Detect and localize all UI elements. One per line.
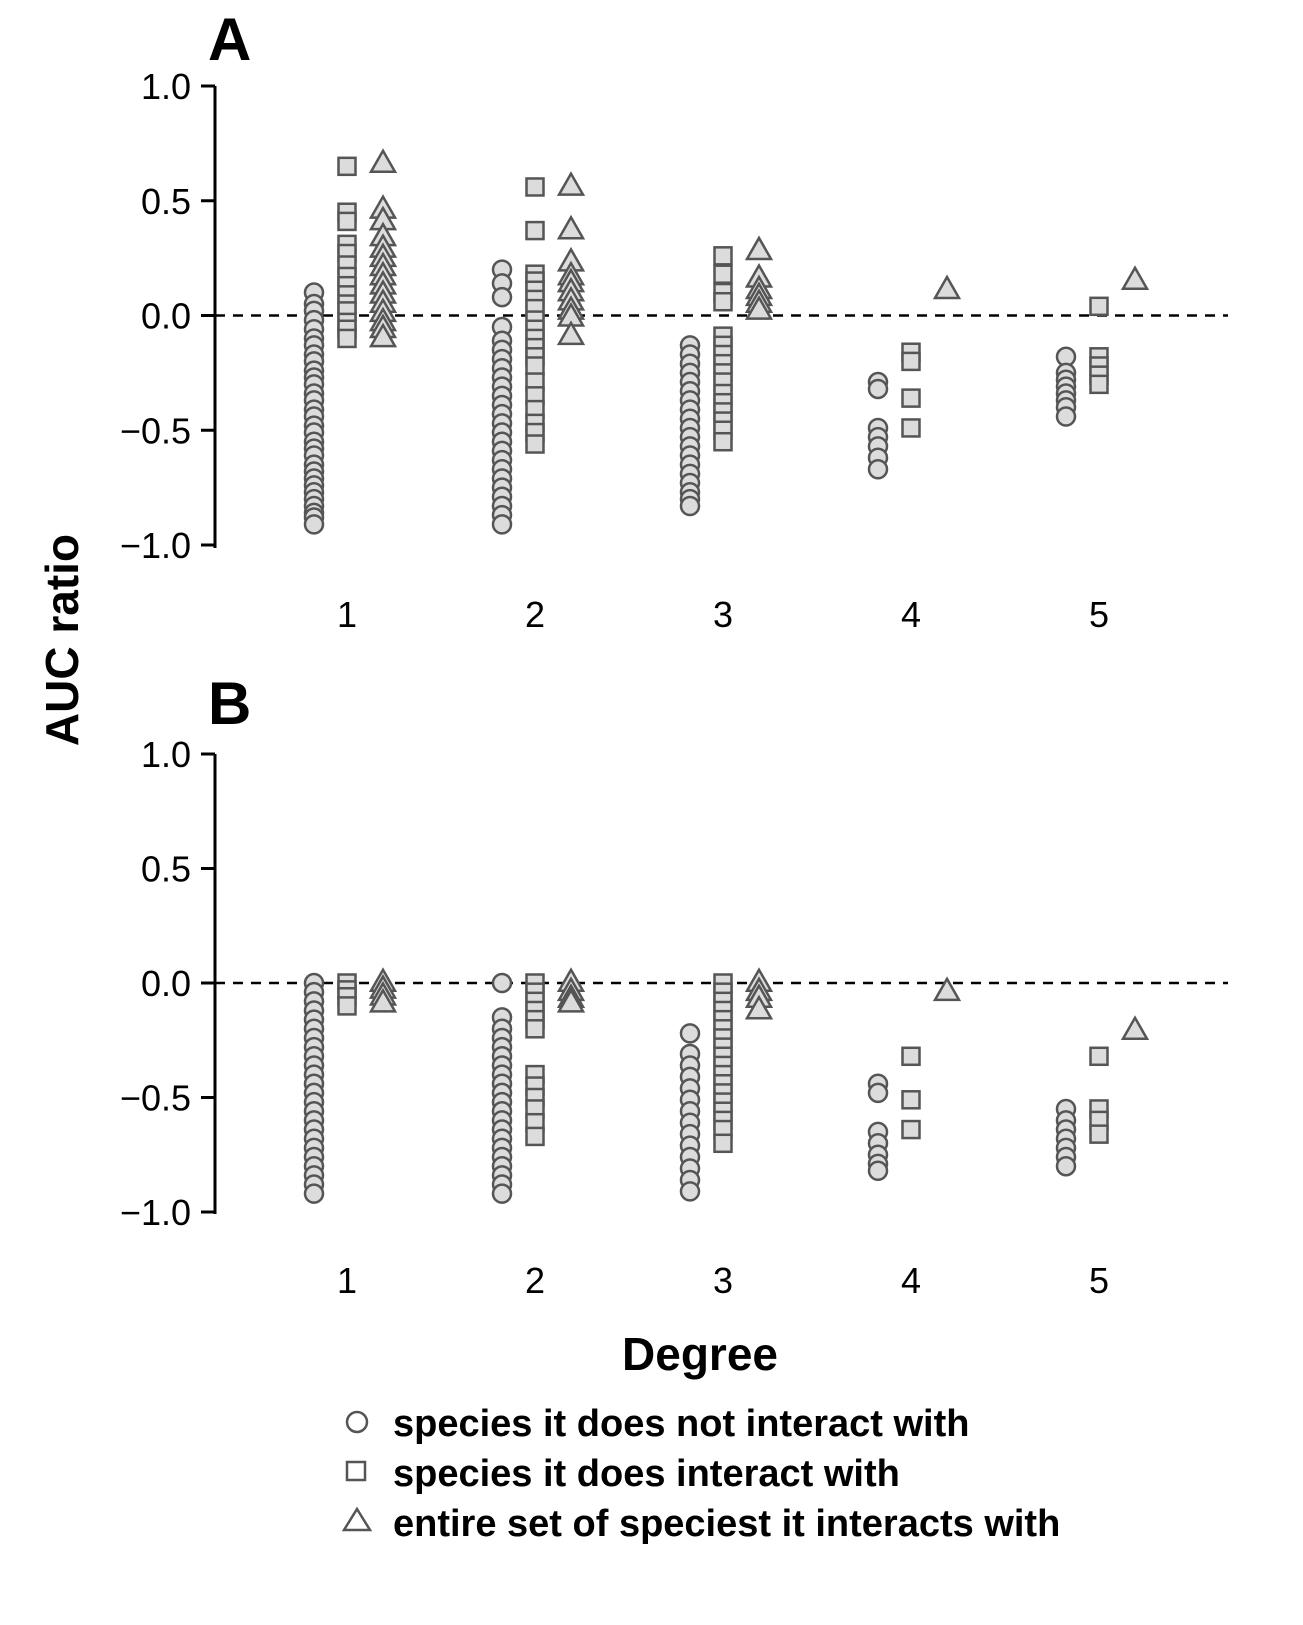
point-square — [337, 211, 357, 232]
point-triangle — [744, 295, 774, 320]
point-square — [901, 1090, 921, 1110]
point-circle — [1055, 1155, 1077, 1177]
point-circle — [867, 1082, 889, 1104]
y-tick-label: −1.0 — [120, 525, 191, 566]
x-axis-title: Degree — [622, 1328, 778, 1380]
point-square — [1089, 1124, 1109, 1144]
panel-b-letter: B — [208, 670, 251, 737]
point-triangle — [744, 994, 774, 1020]
point-triangle — [556, 214, 586, 240]
point-circle — [491, 972, 513, 994]
x-tick-label: 1 — [337, 594, 357, 635]
point-circle — [303, 1183, 325, 1204]
y-tick-label: −0.5 — [120, 410, 191, 451]
y-axis-title: AUC ratio — [36, 534, 88, 746]
x-tick-label: 5 — [1089, 1260, 1109, 1301]
point-square — [901, 1119, 921, 1140]
point-triangle — [1120, 265, 1150, 291]
panel-a-x-ticks: 1 2 3 4 5 — [337, 594, 1109, 635]
panel-a-letter: A — [208, 6, 251, 73]
point-square — [713, 1133, 733, 1154]
point-square — [525, 220, 545, 241]
point-circle — [867, 378, 889, 400]
point-square — [901, 388, 921, 408]
y-tick-label: −1.0 — [120, 1192, 191, 1233]
point-circle — [867, 1160, 889, 1182]
legend-circle-icon — [345, 1410, 369, 1434]
y-tick-label: 0.0 — [141, 963, 191, 1004]
x-tick-label: 4 — [901, 1260, 921, 1301]
y-tick-label: 0.5 — [141, 181, 191, 222]
x-tick-label: 3 — [713, 594, 733, 635]
legend-label-not-interact: species it does not interact with — [393, 1403, 969, 1445]
legend-square-icon — [345, 1460, 367, 1482]
legend-label-entire-set: entire set of speciest it interacts with — [393, 1503, 1060, 1545]
point-square — [1089, 374, 1109, 395]
panel-a: A 1.0 0.5 0.0 −0.5 −1.0 1 2 3 4 5 — [120, 6, 1228, 635]
point-triangle — [556, 171, 586, 196]
point-square — [901, 418, 921, 438]
panel-b-y-ticks: 1.0 0.5 0.0 −0.5 −1.0 — [120, 734, 215, 1233]
point-triangle — [744, 235, 774, 261]
point-circle — [679, 1181, 701, 1202]
legend-triangle-icon — [341, 1506, 373, 1532]
point-square — [713, 291, 733, 312]
x-tick-label: 1 — [337, 1260, 357, 1301]
panel-b: B 1.0 0.5 0.0 −0.5 −1.0 1 2 3 4 5 — [120, 670, 1228, 1301]
y-tick-label: 1.0 — [141, 66, 191, 107]
legend-label-interact: species it does interact with — [393, 1453, 900, 1495]
point-square — [525, 177, 545, 197]
point-square — [525, 1126, 545, 1147]
point-circle — [1055, 406, 1077, 427]
point-square — [525, 434, 545, 454]
point-triangle — [368, 148, 398, 173]
point-square — [525, 356, 545, 376]
panel-a-y-ticks: 1.0 0.5 0.0 −0.5 −1.0 — [120, 66, 215, 566]
point-circle — [867, 459, 889, 480]
x-tick-label: 2 — [525, 594, 545, 635]
point-square — [1089, 1046, 1109, 1067]
y-tick-label: 0.0 — [141, 296, 191, 337]
x-tick-label: 5 — [1089, 594, 1109, 635]
y-tick-label: 0.5 — [141, 849, 191, 890]
point-triangle — [556, 320, 586, 346]
legend: species it does not interact with specie… — [341, 1403, 1060, 1545]
y-tick-label: −0.5 — [120, 1078, 191, 1119]
point-triangle — [556, 987, 586, 1013]
panel-b-marks — [303, 967, 1150, 1204]
point-square — [337, 996, 357, 1016]
x-tick-label: 4 — [901, 594, 921, 635]
point-square — [901, 351, 921, 372]
point-square — [713, 431, 733, 452]
point-square — [337, 156, 357, 177]
point-triangle — [1120, 1015, 1150, 1041]
point-triangle — [368, 987, 398, 1013]
point-square — [337, 328, 357, 349]
x-tick-label: 3 — [713, 1260, 733, 1301]
point-circle — [303, 514, 325, 535]
point-triangle — [932, 976, 962, 1002]
point-square — [525, 1019, 545, 1039]
point-circle — [491, 514, 513, 535]
point-square — [1089, 296, 1109, 317]
point-square — [713, 246, 733, 266]
panel-a-marks — [303, 148, 1150, 535]
point-triangle — [932, 274, 962, 300]
point-circle — [679, 495, 701, 517]
y-tick-label: 1.0 — [141, 734, 191, 775]
panel-b-x-ticks: 1 2 3 4 5 — [337, 1260, 1109, 1301]
point-circle — [679, 1023, 701, 1044]
point-square — [901, 1046, 921, 1067]
point-circle — [491, 286, 513, 308]
point-circle — [491, 1183, 513, 1204]
point-triangle — [368, 322, 398, 348]
x-tick-label: 2 — [525, 1260, 545, 1301]
point-square — [713, 264, 733, 284]
